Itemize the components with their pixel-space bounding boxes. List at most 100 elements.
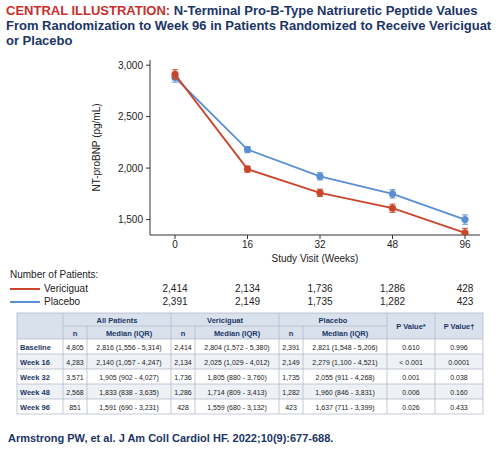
table-subheader: Median (IQR) xyxy=(214,329,261,338)
x-tick-label: 48 xyxy=(387,239,399,250)
table-subheader: Median (IQR) xyxy=(106,329,153,338)
table-group-header: Placebo xyxy=(319,316,348,325)
table-cell: 0.0001 xyxy=(448,359,470,366)
table-subheader: n xyxy=(289,329,294,338)
error-bar xyxy=(317,189,323,196)
y-axis-title: NT-proBNP (pg/mL) xyxy=(91,103,102,191)
data-point xyxy=(244,146,251,153)
patient-count: 2,414 xyxy=(162,283,187,294)
y-tick-label: 1,500 xyxy=(118,214,143,225)
citation: Armstrong PW, et al. J Am Coll Cardiol H… xyxy=(8,432,333,444)
table-cell: 0.038 xyxy=(450,374,468,381)
y-axis xyxy=(150,60,151,235)
title: CENTRAL ILLUSTRATION: N-Terminal Pro-B-T… xyxy=(6,3,494,48)
table-p-header: P Value† xyxy=(444,322,475,331)
table-cell: 0.006 xyxy=(402,389,420,396)
table-cell: 0.433 xyxy=(450,404,468,411)
table-group-header: All Patients xyxy=(97,316,138,325)
y-tick xyxy=(146,116,150,117)
patient-count: 2,134 xyxy=(235,283,260,294)
figure: 1,5002,0002,5003,000016324896Study Visit… xyxy=(0,0,500,458)
table-cell: < 0.001 xyxy=(399,359,423,366)
error-bar xyxy=(462,228,468,235)
error-bar xyxy=(245,146,251,152)
table-col-rule xyxy=(435,313,436,414)
table-cell: 2,025 (1,029 - 4,012) xyxy=(204,359,269,367)
table-col-rule xyxy=(87,326,88,414)
error-bar xyxy=(390,190,396,198)
table-cell: 2,055 (911 - 4,268) xyxy=(315,374,374,382)
table-cell: 4,283 xyxy=(66,359,84,366)
data-point xyxy=(316,173,323,180)
error-bar xyxy=(317,173,323,180)
table-cell: 1,714 (809 - 3,413) xyxy=(207,389,267,397)
table-cell: 1,286 xyxy=(174,389,192,396)
table-cell: 3,571 xyxy=(66,374,84,381)
y-tick-label: 2,500 xyxy=(118,111,143,122)
legend-swatch xyxy=(10,301,40,303)
table-cell: 423 xyxy=(285,404,297,411)
table-row-label: Week 16 xyxy=(20,358,50,367)
x-tick-label: 0 xyxy=(172,239,178,250)
legend-swatch xyxy=(10,288,40,290)
y-tick xyxy=(146,168,150,169)
x-axis xyxy=(150,235,480,236)
table-row-label: Week 32 xyxy=(20,373,50,382)
table-row-label: Baseline xyxy=(20,343,51,352)
error-bar xyxy=(172,70,178,79)
data-point xyxy=(461,229,468,235)
data-point xyxy=(316,189,323,196)
table-col-rule xyxy=(387,313,388,414)
x-tick-label: 32 xyxy=(314,239,326,250)
table-col-rule xyxy=(303,326,304,414)
table-cell: 0.160 xyxy=(450,389,468,396)
table-cell: 851 xyxy=(69,404,81,411)
table-group-header: Vericiguat xyxy=(207,316,243,325)
table-border xyxy=(17,313,483,414)
error-bar xyxy=(462,215,468,224)
table-cell: 0.001 xyxy=(402,374,420,381)
table-cell: 2,134 xyxy=(174,359,192,366)
table-cell: 2,821 (1,548 - 5,206) xyxy=(312,344,377,352)
x-axis-title: Study Visit (Weeks) xyxy=(272,253,359,264)
table-row-label: Week 48 xyxy=(20,388,50,397)
patient-count: 1,736 xyxy=(307,283,332,294)
data-point xyxy=(461,216,468,223)
table-cell: 2,414 xyxy=(174,344,192,351)
y-tick-label: 3,000 xyxy=(118,60,143,71)
table-cell: 428 xyxy=(177,404,189,411)
table-cell: 2,140 (1,057 - 4,247) xyxy=(96,359,161,367)
patient-count: 2,149 xyxy=(235,296,260,307)
table-cell: 1,833 (838 - 3,635) xyxy=(99,389,159,397)
table-cell: 1,736 xyxy=(174,374,192,381)
table-cell: 2,279 (1,100 - 4,521) xyxy=(312,359,377,367)
patient-count: 2,391 xyxy=(162,296,187,307)
data-point xyxy=(389,190,396,197)
table-subheader: n xyxy=(73,329,78,338)
data-point xyxy=(171,71,178,78)
data-table: All Patients n Median (IQR) Vericiguat n Medi… xyxy=(17,313,483,414)
table-subheader: n xyxy=(181,329,186,338)
table-cell: 1,905 (902 - 4,027) xyxy=(99,374,159,382)
x-tick-label: 96 xyxy=(459,239,471,250)
patient-count: 423 xyxy=(457,296,474,307)
table-row-label: Week 96 xyxy=(20,403,50,412)
table-col-rule xyxy=(279,313,280,414)
table-cell: 2,804 (1,572 - 5,380) xyxy=(204,344,269,352)
table-col-rule xyxy=(171,313,172,414)
y-tick xyxy=(146,65,150,66)
patient-count: 428 xyxy=(457,283,474,294)
table-cell: 0.026 xyxy=(402,404,420,411)
y-tick xyxy=(146,219,150,220)
table-cell: 1,735 xyxy=(282,374,300,381)
table-cell: 0.610 xyxy=(402,344,420,351)
title-label: CENTRAL ILLUSTRATION: xyxy=(6,3,170,18)
error-bar xyxy=(245,166,251,172)
patients-label: Number of Patients: xyxy=(10,269,98,280)
x-tick-label: 16 xyxy=(242,239,254,250)
table-cell: 1,282 xyxy=(282,389,300,396)
table-col-rule xyxy=(63,313,64,414)
error-bar xyxy=(390,204,396,212)
table-cell: 1,805 (880 - 3,760) xyxy=(207,374,267,382)
patient-count: 1,286 xyxy=(380,283,405,294)
